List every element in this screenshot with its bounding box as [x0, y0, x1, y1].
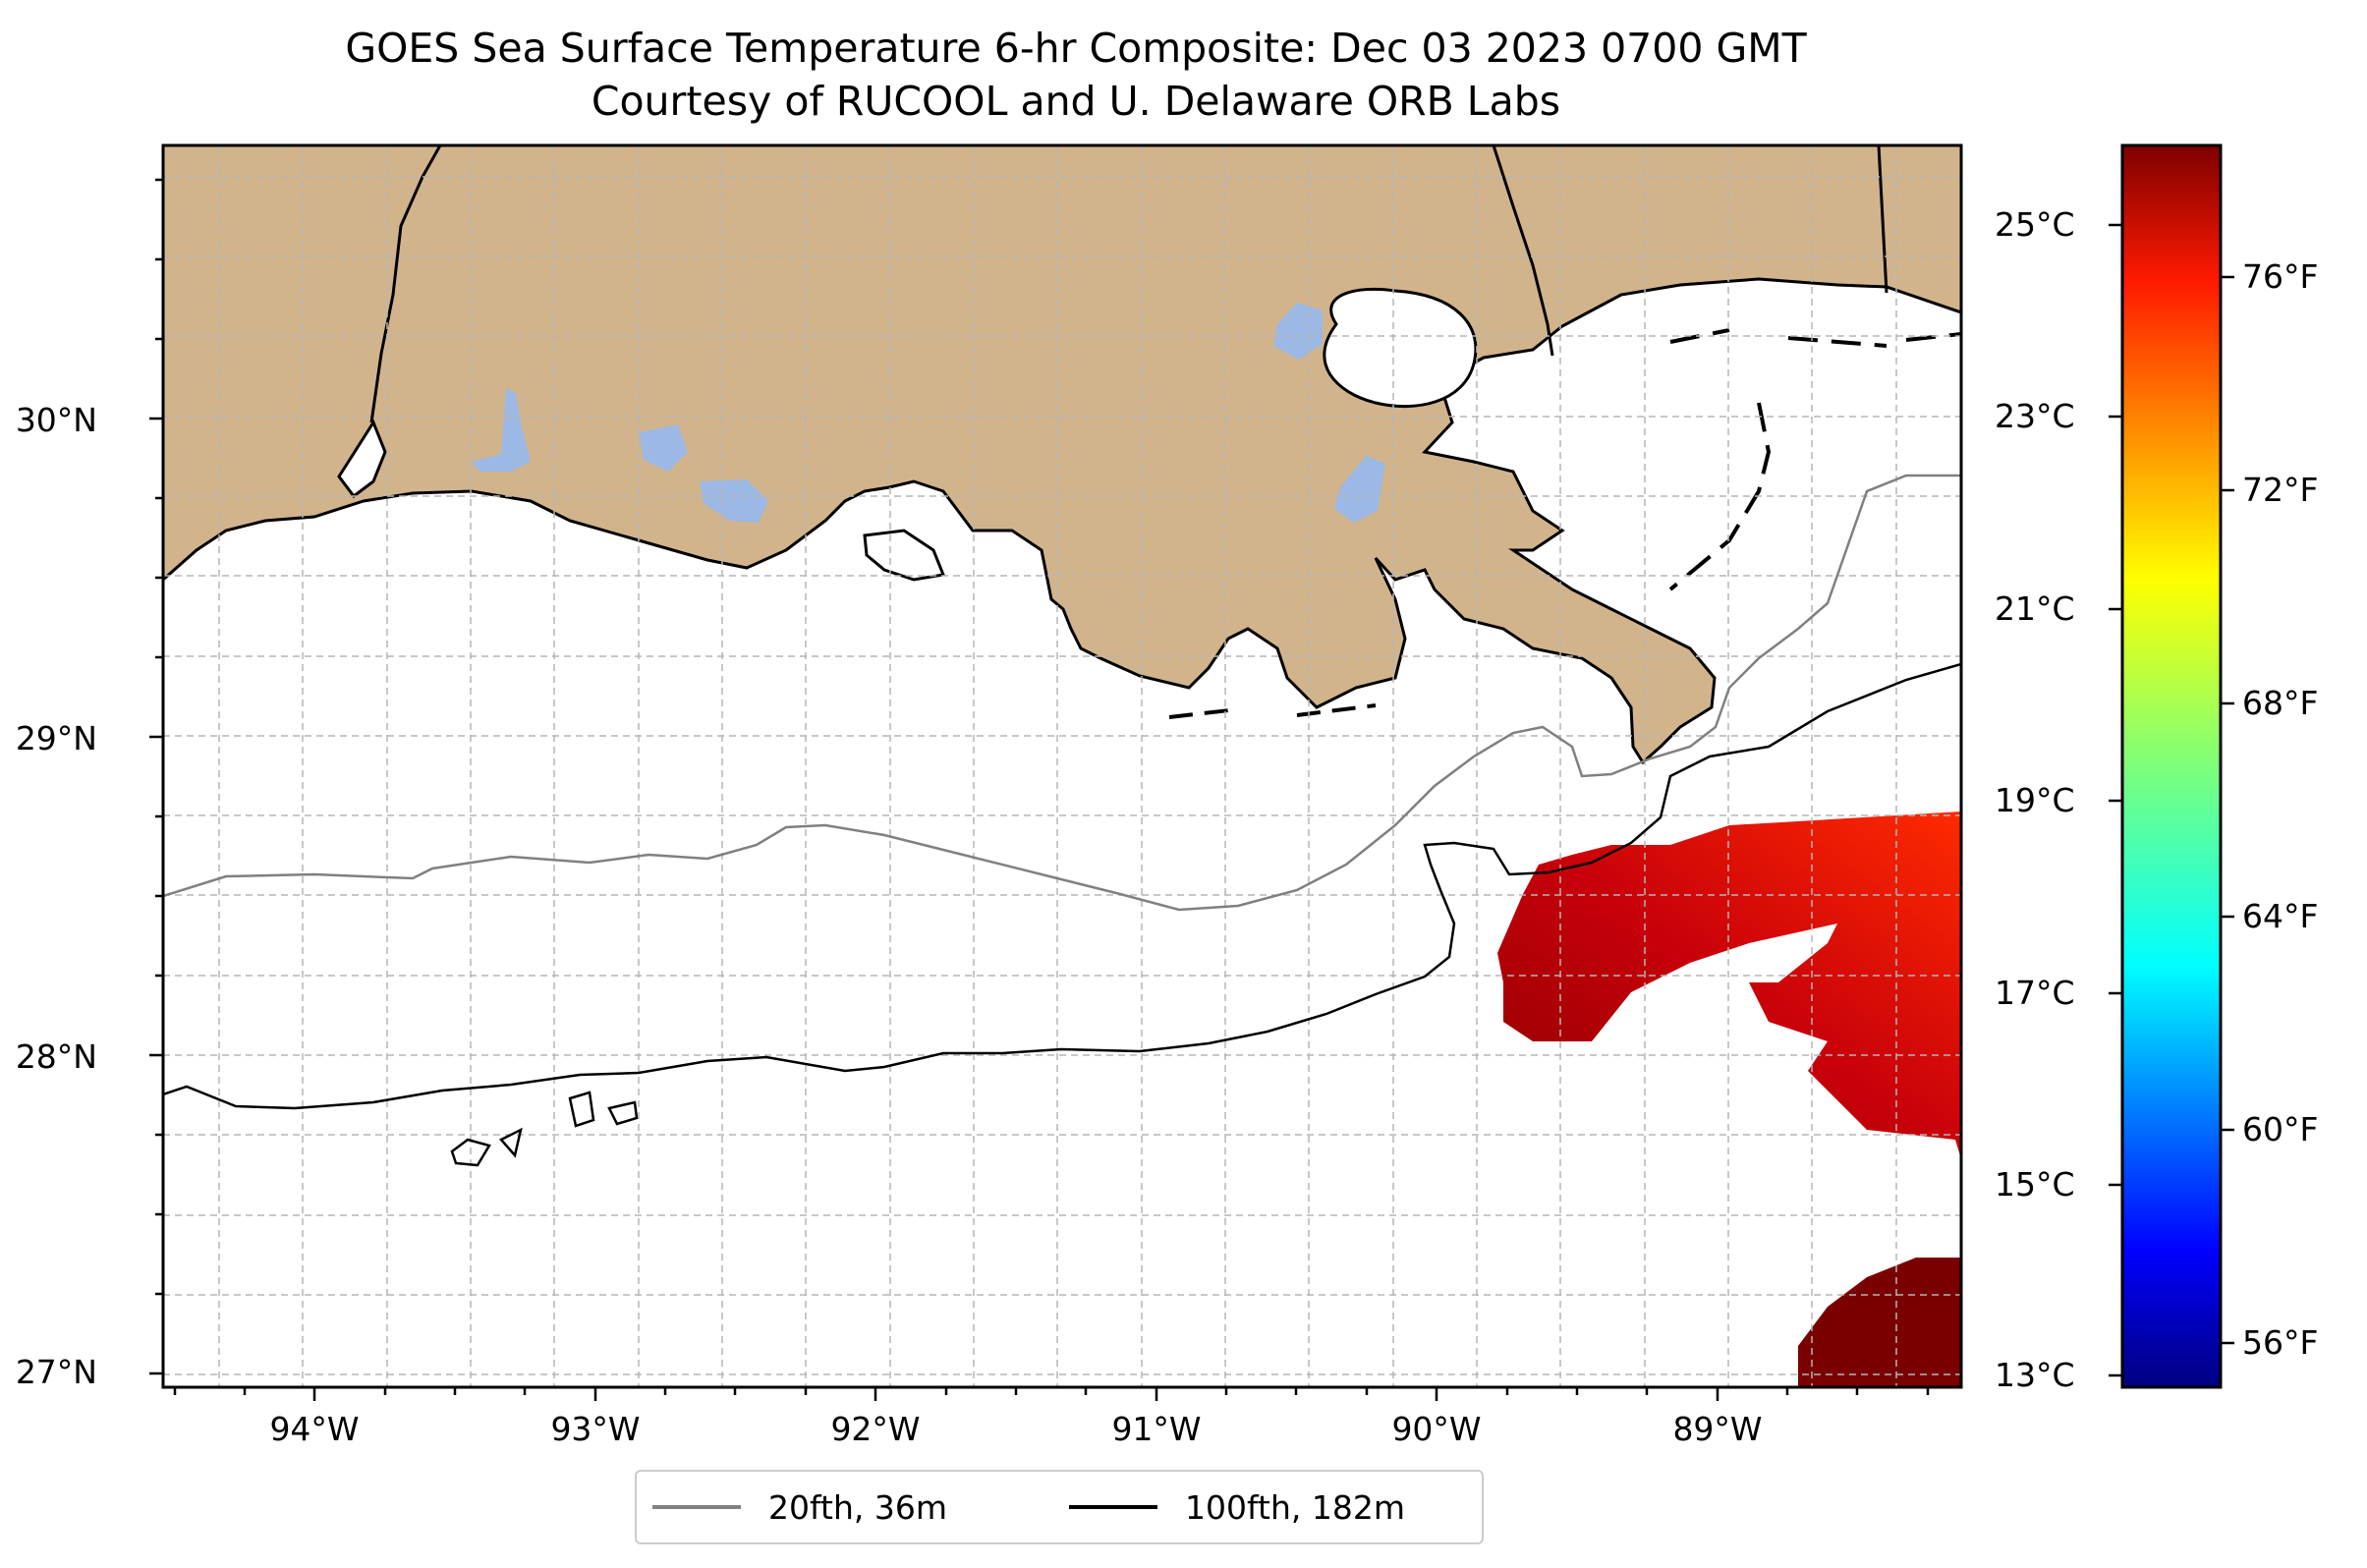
lon-tick-label: 91°W: [1111, 1410, 1202, 1448]
colorbar-celsius-label: 21°C: [1995, 589, 2075, 628]
lat-tick-label: 29°N: [15, 719, 97, 757]
colorbar-fahrenheit-label: 56°F: [2242, 1323, 2319, 1362]
inland-lake: [472, 388, 531, 472]
grid-lines: [163, 145, 1961, 1387]
inland-lake: [700, 479, 768, 523]
legend-swatch: [652, 1505, 741, 1509]
state-border: [1492, 145, 1554, 357]
legend-item-100fth: 100fth, 182m: [1069, 1472, 1405, 1542]
lat-tick-label: 28°N: [15, 1037, 97, 1076]
inland-lake: [1334, 456, 1385, 523]
inland-lake: [1273, 303, 1323, 360]
lon-tick-label: 94°W: [269, 1410, 360, 1448]
vermilion-bay-cut: [863, 529, 946, 582]
legend: 20fth, 36m 100fth, 182m: [635, 1470, 1484, 1544]
colorbar-celsius-label: 17°C: [1995, 974, 2075, 1012]
calcasieu-lake-cut: [337, 419, 387, 499]
map-title: GOES Sea Surface Temperature 6-hr Compos…: [345, 25, 1807, 72]
isobath-100fth: [163, 662, 1961, 1110]
legend-label: 20fth, 36m: [768, 1487, 947, 1527]
colorbar-celsius-label: 23°C: [1995, 397, 2075, 435]
lat-tick-label: 27°N: [15, 1353, 97, 1391]
colorbar-ticks: [2109, 223, 2234, 1377]
colorbar-fahrenheit-label: 72°F: [2242, 471, 2319, 509]
sst-patch: [1798, 1258, 1961, 1387]
colorbar: [2120, 143, 2223, 1389]
colorbar-celsius-label: 13°C: [1995, 1356, 2075, 1394]
inland-lake: [639, 424, 688, 472]
colorbar-fahrenheit-label: 60°F: [2242, 1110, 2319, 1148]
sst-patch: [1497, 812, 1961, 1159]
barrier-islands: [1168, 703, 1377, 719]
isobath-100fth: [450, 1091, 639, 1167]
sst-gap: [1690, 1002, 1739, 1047]
barrier-islands: [1668, 328, 1961, 591]
land-louisiana: [163, 145, 1961, 765]
map-subtitle: Courtesy of RUCOOL and U. Delaware ORB L…: [591, 78, 1561, 125]
colorbar-fahrenheit-label: 64°F: [2242, 897, 2319, 935]
legend-item-20fth: 20fth, 36m: [652, 1472, 947, 1542]
colorbar-fahrenheit-label: 68°F: [2242, 684, 2319, 722]
map-frame: [161, 143, 1963, 1389]
lon-tick-label: 92°W: [830, 1410, 921, 1448]
lake-pontchartrain: [1323, 287, 1478, 409]
legend-swatch: [1069, 1505, 1157, 1509]
lon-tick-label: 93°W: [550, 1410, 641, 1448]
colorbar-celsius-label: 15°C: [1995, 1165, 2075, 1204]
colorbar-celsius-label: 25°C: [1995, 205, 2075, 244]
state-border: [369, 145, 442, 423]
lon-tick-label: 90°W: [1391, 1410, 1482, 1448]
state-border: [1877, 145, 1888, 294]
colorbar-celsius-label: 19°C: [1995, 781, 2075, 819]
lon-tick-label: 89°W: [1672, 1410, 1763, 1448]
colorbar-fahrenheit-label: 76°F: [2242, 257, 2319, 296]
lat-tick-label: 30°N: [15, 401, 97, 439]
isobath-20fth: [163, 474, 1961, 912]
legend-label: 100fth, 182m: [1185, 1487, 1405, 1527]
lon-ticks: [149, 178, 1930, 1401]
